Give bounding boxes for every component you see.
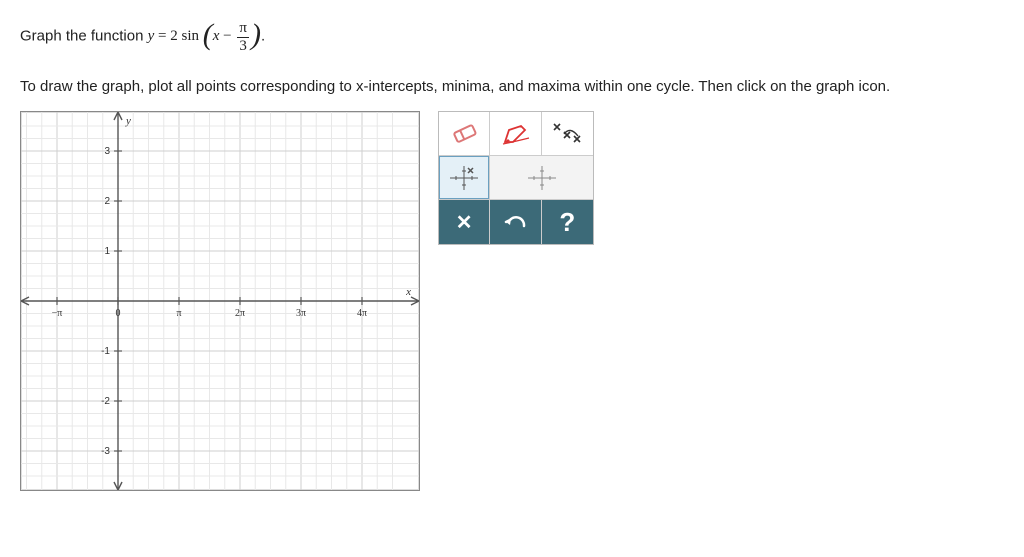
instructions: To draw the graph, plot all points corre… xyxy=(20,78,1004,95)
eraser-tool[interactable] xyxy=(439,112,490,156)
svg-text:y: y xyxy=(125,115,131,127)
svg-text:−π: −π xyxy=(52,308,63,319)
svg-text:2: 2 xyxy=(104,196,110,207)
undo-button[interactable] xyxy=(490,200,541,244)
clear-button[interactable]: ✕ xyxy=(439,200,490,244)
help-button[interactable]: ? xyxy=(542,200,593,244)
toolbox: ✕ ? xyxy=(438,111,594,245)
svg-text:-3: -3 xyxy=(101,446,110,457)
svg-text:1: 1 xyxy=(104,246,110,257)
graph-canvas[interactable]: −π 0 π 2π 3π 4π 3 2 1 -1 -2 -3 x y xyxy=(20,111,420,491)
points-tool[interactable] xyxy=(542,112,593,156)
svg-text:π: π xyxy=(176,308,181,319)
svg-text:x: x xyxy=(405,286,411,298)
svg-text:-2: -2 xyxy=(101,396,110,407)
svg-text:4π: 4π xyxy=(357,308,367,319)
svg-text:2π: 2π xyxy=(235,308,245,319)
problem-statement: Graph the function y = 2 sin (x − π3). xyxy=(20,16,1004,58)
help-icon: ? xyxy=(559,207,575,238)
graph-tool[interactable] xyxy=(490,156,593,200)
pencil-tool[interactable] xyxy=(490,112,541,156)
svg-text:3: 3 xyxy=(104,146,110,157)
close-icon: ✕ xyxy=(456,210,473,235)
plot-point-tool[interactable] xyxy=(439,156,490,200)
svg-text:-1: -1 xyxy=(101,346,110,357)
svg-text:0: 0 xyxy=(116,308,121,319)
equation: y = 2 sin (x − π3) xyxy=(148,28,261,44)
problem-prefix: Graph the function xyxy=(20,27,148,44)
svg-text:3π: 3π xyxy=(296,308,306,319)
undo-icon xyxy=(502,212,530,232)
problem-suffix: . xyxy=(261,27,265,44)
